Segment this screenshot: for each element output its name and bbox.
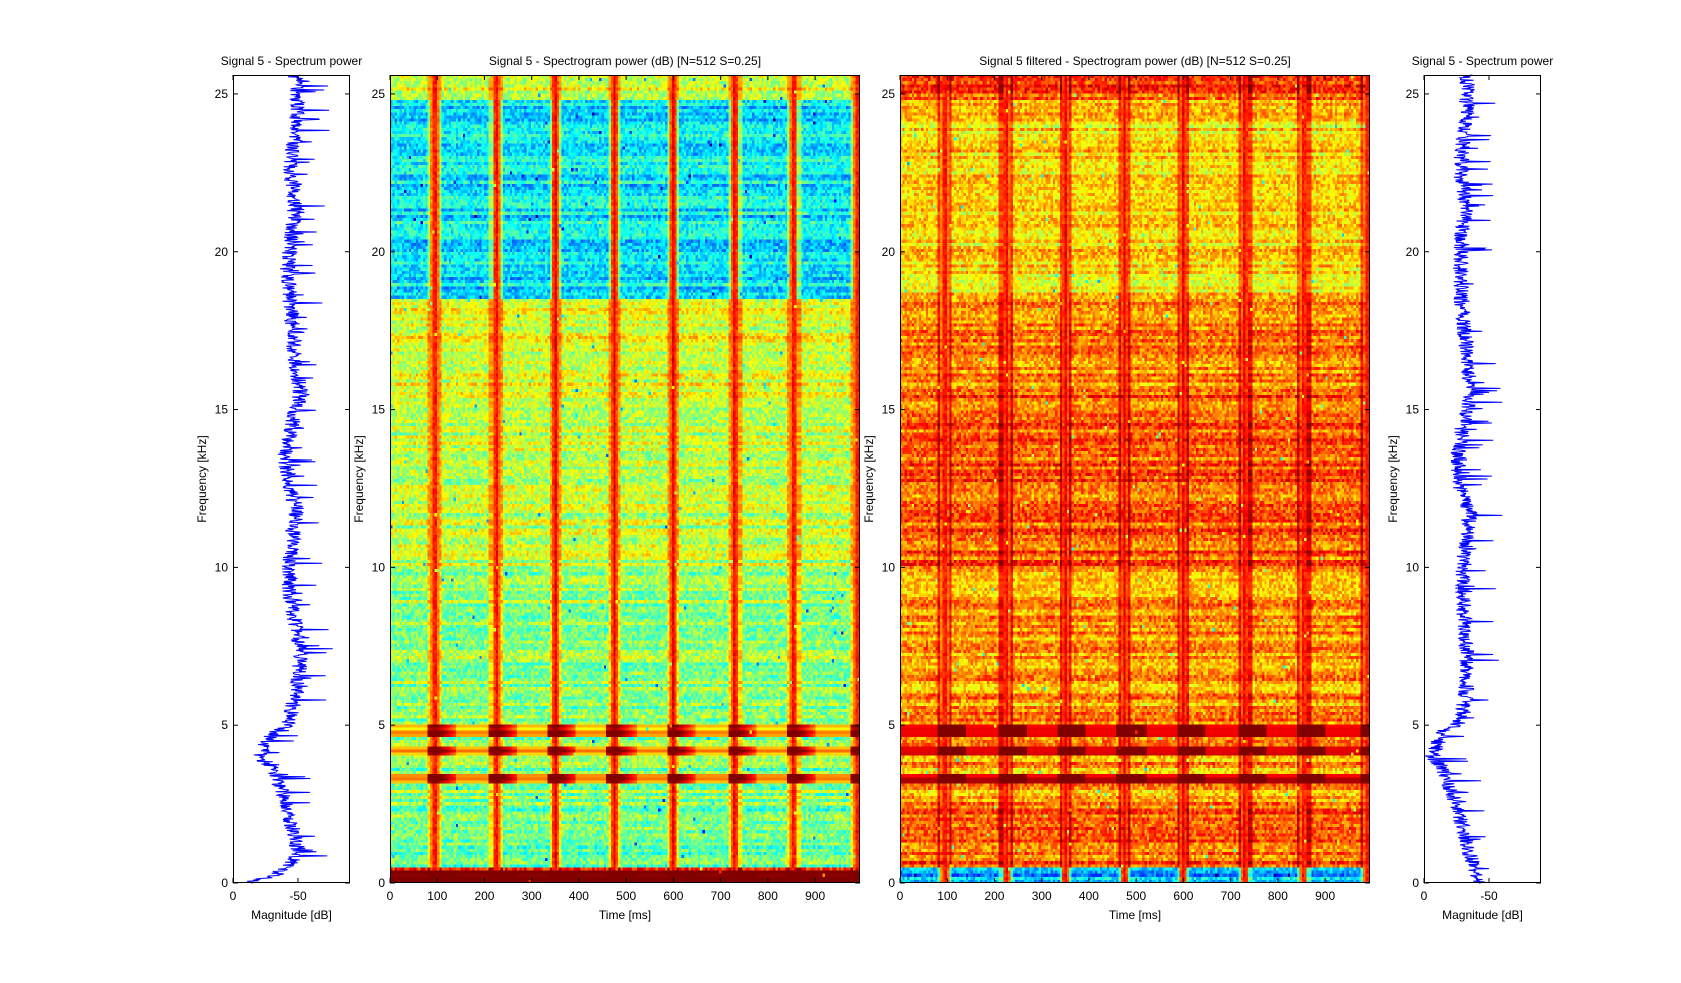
spectrum-left: Signal 5 - Spectrum power Frequency [kHz]… (195, 54, 362, 922)
spectrogram-raw-ytick-label: 10 (372, 560, 386, 574)
spectrum-left-series-line (247, 74, 333, 884)
spectrogram-filtered-ytick-label: 25 (882, 87, 896, 101)
spectrum-right-series-line (1423, 74, 1503, 884)
spectrogram-raw-xtick-label: 400 (569, 889, 589, 903)
spectrum-left-ylabel: Frequency [kHz] (195, 435, 209, 522)
spectrogram-raw-heatmap (390, 75, 860, 883)
spectrogram-raw-xtick-label: 0 (387, 889, 394, 903)
spectrogram-filtered-ylabel: Frequency [kHz] (862, 435, 876, 522)
spectrogram-filtered-frame (900, 75, 1370, 883)
spectrogram-filtered-xtick-label: 700 (1221, 889, 1241, 903)
spectrogram-raw-xtick-label: 200 (474, 889, 494, 903)
spectrogram-raw-xtick-label: 100 (427, 889, 447, 903)
spectrogram-raw-xtick-label: 300 (522, 889, 542, 903)
spectrogram-filtered-xtick-label: 600 (1173, 889, 1193, 903)
spectrogram-raw-xtick-label: 600 (663, 889, 683, 903)
spectrogram-filtered-ytick-label: 15 (882, 403, 896, 417)
spectrogram-raw-ytick-label: 20 (372, 245, 386, 259)
spectrum-right-xtick-label: -50 (1480, 889, 1498, 903)
spectrogram-raw-xtick-label: 500 (616, 889, 636, 903)
spectrogram-filtered-xtick-label: 200 (984, 889, 1004, 903)
spectrogram-filtered-title: Signal 5 filtered - Spectrogram power (d… (979, 54, 1291, 68)
spectrum-right: Signal 5 - Spectrum power Frequency [kHz]… (1386, 54, 1553, 922)
spectrum-left-ytick-label: 15 (215, 403, 229, 417)
spectrogram-filtered-ytick-label: 20 (882, 245, 896, 259)
spectrogram-raw-frame (390, 75, 860, 883)
spectrum-right-ytick-label: 0 (1412, 876, 1419, 890)
spectrogram-filtered-heatmap (900, 75, 1370, 883)
spectrum-right-ytick-label: 25 (1406, 87, 1420, 101)
spectrum-left-ytick-label: 20 (215, 245, 229, 259)
spectrum-right-xtick-label: 0 (1421, 889, 1428, 903)
spectrogram-raw-xtick-label: 900 (805, 889, 825, 903)
spectrogram-raw-ytick-label: 15 (372, 403, 386, 417)
spectrogram-filtered-xtick-label: 500 (1126, 889, 1146, 903)
spectrum-right-xlabel: Magnitude [dB] (1442, 908, 1523, 922)
spectrum-left-title: Signal 5 - Spectrum power (221, 54, 362, 68)
spectrum-left-xtick-label: 0 (230, 889, 237, 903)
spectrogram-filtered-xtick-label: 800 (1268, 889, 1288, 903)
spectrum-right-ylabel: Frequency [kHz] (1386, 435, 1400, 522)
spectrogram-filtered-xtick-label: 100 (937, 889, 957, 903)
spectrogram-raw-ytick-label: 5 (378, 718, 385, 732)
spectrogram-raw-ytick-label: 25 (372, 87, 386, 101)
spectrogram-filtered-xtick-label: 300 (1032, 889, 1052, 903)
spectrogram-raw-xtick-label: 800 (758, 889, 778, 903)
spectrum-left-ytick-label: 0 (221, 876, 228, 890)
spectrum-left-xtick-label: -50 (289, 889, 307, 903)
spectrum-left-ytick-label: 5 (221, 718, 228, 732)
spectrogram-filtered-ytick-label: 0 (888, 876, 895, 890)
spectrogram-raw-ytick-label: 0 (378, 876, 385, 890)
spectrogram-filtered-xtick-label: 0 (897, 889, 904, 903)
spectrogram-filtered-xtick-label: 400 (1079, 889, 1099, 903)
spectrogram-raw: Signal 5 - Spectrogram power (dB) [N=512… (352, 54, 860, 922)
spectrum-left-ytick-label: 25 (215, 87, 229, 101)
spectrum-right-title: Signal 5 - Spectrum power (1412, 54, 1553, 68)
spectrum-right-ytick-label: 20 (1406, 245, 1420, 259)
spectrogram-raw-xtick-label: 700 (711, 889, 731, 903)
spectrogram-raw-xlabel: Time [ms] (599, 908, 651, 922)
spectrogram-raw-title: Signal 5 - Spectrogram power (dB) [N=512… (489, 54, 761, 68)
spectrum-left-xlabel: Magnitude [dB] (251, 908, 332, 922)
spectrum-right-ytick-label: 10 (1406, 560, 1420, 574)
spectrogram-raw-ylabel: Frequency [kHz] (352, 435, 366, 522)
spectrogram-filtered: Signal 5 filtered - Spectrogram power (d… (862, 54, 1370, 922)
spectrum-right-ytick-label: 5 (1412, 718, 1419, 732)
spectrogram-filtered-xtick-label: 900 (1315, 889, 1335, 903)
spectrogram-filtered-ytick-label: 5 (888, 718, 895, 732)
spectrogram-filtered-xlabel: Time [ms] (1109, 908, 1161, 922)
spectrogram-filtered-ytick-label: 10 (882, 560, 896, 574)
spectrum-left-frame (233, 75, 350, 883)
spectrum-right-frame (1424, 75, 1541, 883)
spectrum-left-ytick-label: 10 (215, 560, 229, 574)
spectrum-right-ytick-label: 15 (1406, 403, 1420, 417)
